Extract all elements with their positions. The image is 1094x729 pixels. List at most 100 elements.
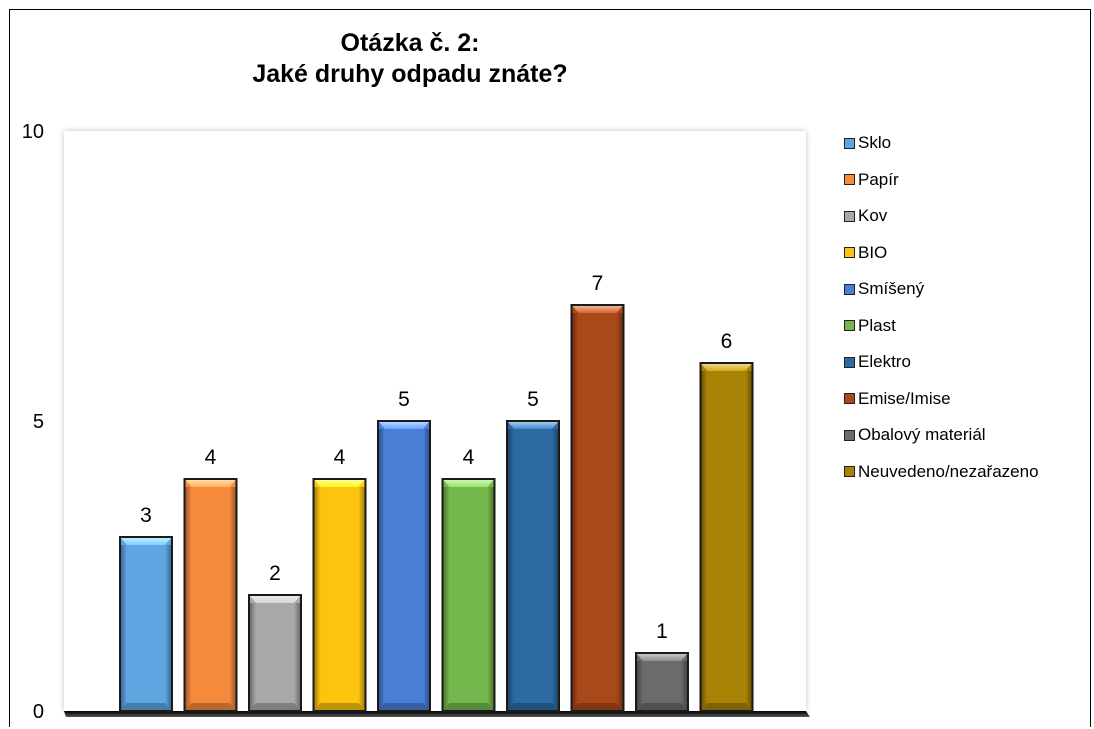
bar-body bbox=[119, 536, 173, 712]
bar-cap-highlight bbox=[508, 422, 558, 429]
bar-elektro bbox=[506, 420, 560, 712]
data-label: 4 bbox=[334, 446, 346, 469]
bar-neuvedeno-neza-azeno bbox=[699, 362, 754, 712]
bar-side-shade bbox=[165, 545, 171, 710]
chart-title-line-1: Otázka č. 2: bbox=[340, 29, 480, 57]
bar-body bbox=[441, 478, 496, 712]
legend-item: Emise/Imise bbox=[844, 389, 951, 409]
bar-pap-r bbox=[183, 478, 238, 712]
bar-cap-highlight bbox=[701, 364, 752, 371]
bar-emise-imise bbox=[570, 304, 625, 712]
legend-swatch bbox=[844, 174, 855, 185]
bar-side-shade bbox=[701, 371, 708, 710]
legend-label: Plast bbox=[858, 315, 896, 335]
y-axis: 0 5 10 bbox=[22, 121, 44, 723]
legend-swatch bbox=[844, 393, 855, 404]
bar-side-shade bbox=[745, 371, 752, 710]
legend-label: BIO bbox=[858, 242, 888, 262]
bar-plast bbox=[441, 478, 496, 712]
bar-body bbox=[635, 652, 689, 712]
bar-cap-highlight bbox=[314, 480, 365, 487]
bar-side-shade bbox=[572, 313, 579, 710]
bar-cap-highlight bbox=[250, 596, 300, 603]
legend-label: Papír bbox=[858, 169, 899, 189]
legend-swatch bbox=[844, 210, 855, 222]
legend-label: Emise/Imise bbox=[858, 388, 951, 408]
bar-body bbox=[312, 478, 367, 712]
legend-label: Kov bbox=[858, 206, 888, 225]
bar-side-shade bbox=[229, 487, 236, 710]
bar-side-shade bbox=[250, 603, 256, 710]
legend-label: Obalový materiál bbox=[858, 425, 986, 444]
legend-item: Neuvedeno/nezařazeno bbox=[844, 462, 1039, 482]
bar-body bbox=[699, 362, 754, 712]
legend-item: Obalový materiál bbox=[844, 425, 986, 445]
x-axis-floor bbox=[64, 711, 810, 717]
bar-base-bevel bbox=[637, 703, 687, 710]
bar-side-shade bbox=[294, 603, 300, 710]
y-tick-label: 10 bbox=[22, 121, 44, 143]
legend-swatch bbox=[844, 466, 855, 477]
data-label: 3 bbox=[140, 504, 152, 527]
data-label: 4 bbox=[205, 446, 217, 469]
bar-base-bevel bbox=[379, 703, 429, 710]
legend-item: Elektro bbox=[844, 352, 911, 372]
bar-body bbox=[377, 420, 431, 712]
bar-body bbox=[183, 478, 238, 712]
bar-side-shade bbox=[423, 429, 429, 710]
bar-base-bevel bbox=[508, 703, 558, 710]
bar-side-shade bbox=[121, 545, 127, 710]
bar-side-shade bbox=[379, 429, 385, 710]
bar-side-shade bbox=[314, 487, 321, 710]
bar-cap-highlight bbox=[121, 538, 171, 545]
bar-base-bevel bbox=[701, 703, 752, 710]
legend-item: Papír bbox=[844, 170, 899, 190]
bar-obalov-materi-l bbox=[635, 652, 689, 712]
bar-body bbox=[248, 594, 302, 712]
data-label: 6 bbox=[721, 330, 733, 353]
legend-item: Smíšený bbox=[844, 279, 924, 299]
bar-side-shade bbox=[487, 487, 494, 710]
bar-side-shade bbox=[508, 429, 514, 710]
bar-side-shade bbox=[637, 661, 643, 710]
legend-item: Sklo bbox=[844, 133, 891, 153]
data-labels: 3 4 2 4 5 4 5 7 1 6 bbox=[140, 272, 732, 643]
bar-body bbox=[506, 420, 560, 712]
bar-base-bevel bbox=[314, 703, 365, 710]
bar-side-shade bbox=[443, 487, 450, 710]
legend-label: Sklo bbox=[858, 133, 892, 152]
chart-title-line-2: Jaké druhy odpadu znáte? bbox=[252, 60, 568, 88]
data-label: 7 bbox=[592, 272, 604, 295]
bar-base-bevel bbox=[185, 703, 236, 710]
bar-body bbox=[570, 304, 625, 712]
data-label: 5 bbox=[527, 388, 539, 411]
plot-background bbox=[64, 131, 806, 711]
bar-cap-highlight bbox=[379, 422, 429, 429]
bar-side-shade bbox=[358, 487, 365, 710]
legend-swatch bbox=[844, 137, 855, 149]
bar-side-shade bbox=[185, 487, 192, 710]
data-label: 5 bbox=[398, 388, 410, 411]
plot-area bbox=[64, 131, 810, 717]
legend-item: BIO bbox=[844, 243, 887, 263]
data-label: 2 bbox=[269, 562, 281, 585]
bar-side-shade bbox=[552, 429, 558, 710]
legend-swatch bbox=[844, 320, 855, 331]
bar-kov bbox=[248, 594, 302, 712]
legend-swatch bbox=[844, 283, 855, 295]
bar-cap-highlight bbox=[443, 480, 494, 487]
chart-title: Otázka č. 2: Jaké druhy odpadu znáte? bbox=[0, 28, 820, 90]
bar-base-bevel bbox=[572, 703, 623, 710]
bar-cap-highlight bbox=[637, 654, 687, 661]
legend-item: Kov bbox=[844, 206, 887, 226]
y-tick-label: 5 bbox=[33, 411, 44, 433]
bar-side-shade bbox=[616, 313, 623, 710]
legend-label: Elektro bbox=[858, 352, 911, 371]
legend-swatch bbox=[844, 247, 855, 258]
legend-swatch bbox=[844, 356, 855, 368]
data-label: 4 bbox=[463, 446, 475, 469]
bar-base-bevel bbox=[121, 703, 171, 710]
bar-base-bevel bbox=[443, 703, 494, 710]
bar-side-shade bbox=[681, 661, 687, 710]
